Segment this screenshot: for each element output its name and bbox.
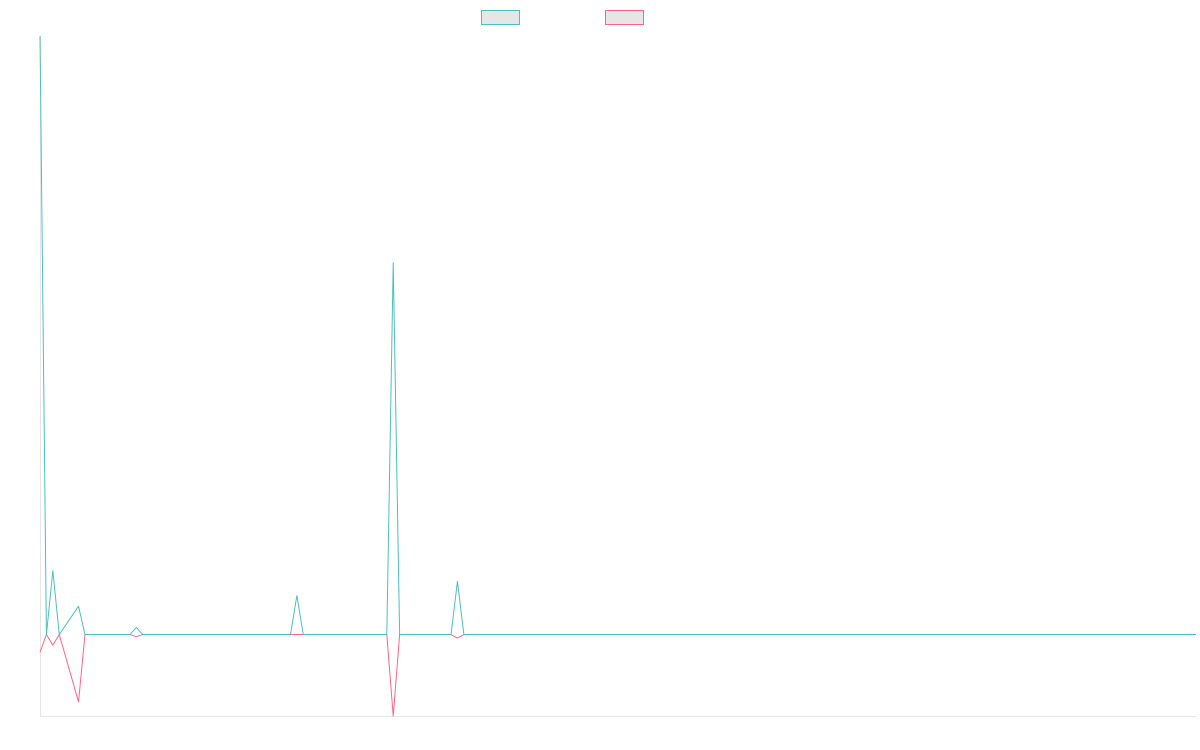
series-line-1 (39, 35, 1196, 636)
series-layer (39, 35, 1196, 717)
legend-swatch-series-1[interactable] (481, 10, 520, 25)
series-line-2 (39, 634, 1196, 717)
legend-swatch-series-2[interactable] (605, 10, 644, 25)
